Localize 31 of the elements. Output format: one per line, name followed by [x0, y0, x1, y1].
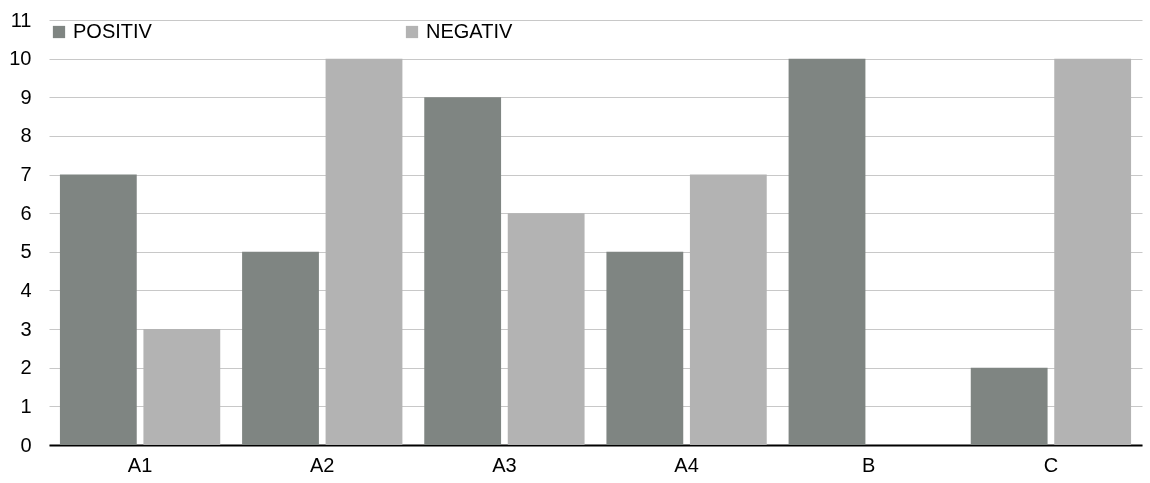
- bar: [970, 367, 1048, 445]
- y-tick-label: 3: [20, 317, 32, 340]
- y-tick-label: 6: [20, 201, 32, 224]
- y-tick-label: 5: [20, 240, 32, 263]
- bar: [424, 97, 502, 445]
- legend-label: NEGATIV: [426, 20, 513, 42]
- y-tick-label: 10: [9, 47, 32, 70]
- bar: [325, 58, 403, 445]
- bar: [242, 251, 319, 445]
- x-tick-label: A3: [492, 453, 517, 476]
- x-tick-label: B: [862, 453, 876, 476]
- x-tick-label: A4: [674, 453, 699, 476]
- bar: [689, 174, 767, 445]
- y-tick-label: 0: [20, 433, 32, 456]
- y-tick-label: 8: [20, 124, 32, 147]
- bar: [59, 174, 137, 445]
- y-tick-label: 11: [10, 8, 32, 31]
- x-tick-label: C: [1043, 453, 1059, 476]
- bar: [143, 329, 221, 445]
- y-tick-label: 7: [20, 163, 32, 186]
- y-tick-label: 2: [20, 356, 32, 379]
- bar: [1054, 58, 1132, 445]
- x-tick-label: A1: [127, 453, 153, 476]
- y-tick-label: 9: [20, 85, 32, 108]
- x-tick-label: A2: [310, 453, 335, 476]
- legend-label: POSITIV: [73, 20, 153, 42]
- bar: [507, 213, 585, 445]
- y-tick-label: 1: [20, 394, 32, 417]
- bar: [606, 251, 684, 445]
- bar: [788, 58, 866, 445]
- y-tick-label: 4: [20, 278, 32, 301]
